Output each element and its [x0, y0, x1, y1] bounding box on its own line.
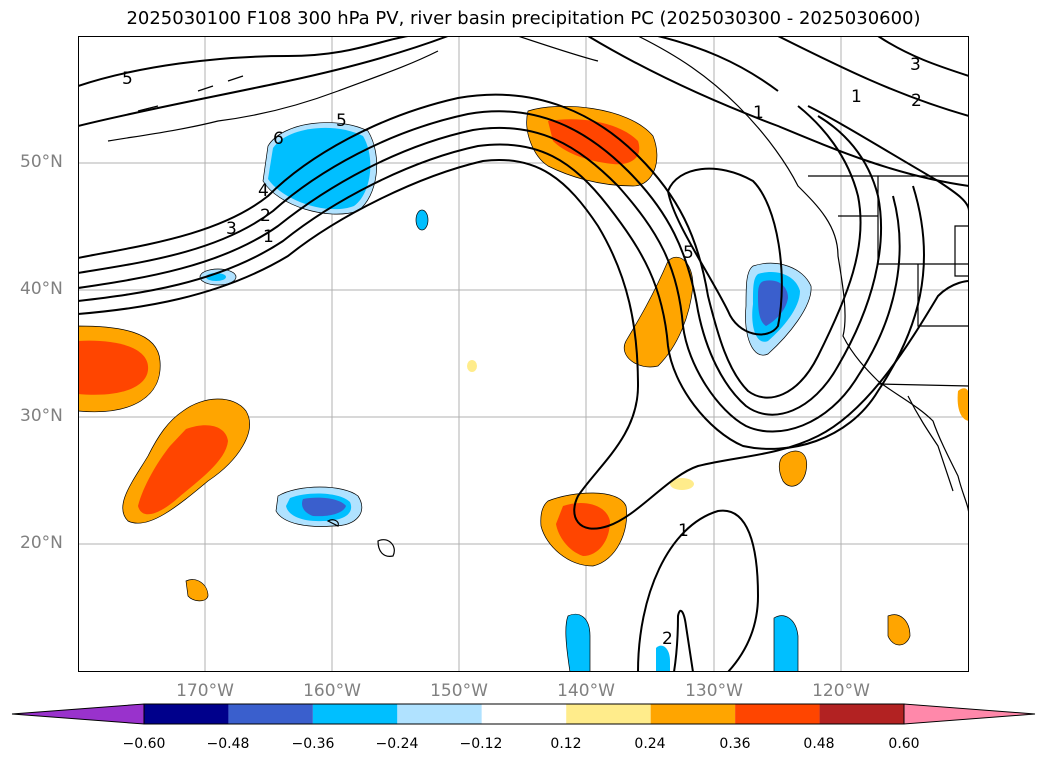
contour-label: 1	[678, 521, 689, 541]
colorbar-segment	[735, 704, 820, 724]
lon-label-130w: 130°W	[685, 681, 743, 701]
colorbar-tick: −0.36	[291, 736, 335, 752]
colorbar-tick: −0.48	[206, 736, 250, 752]
colorbar-tick: −0.24	[375, 736, 419, 752]
contour-label: 3	[226, 219, 237, 239]
contour-label: 1	[263, 227, 274, 247]
contour-label: 4	[258, 181, 269, 201]
lon-label-170w: 170°W	[176, 681, 234, 701]
colorbar-tick: 0.60	[888, 736, 920, 752]
colorbar-tick: 0.24	[634, 736, 666, 752]
map-title: 2025030100 F108 300 hPa PV, river basin …	[126, 8, 921, 29]
lat-label-20n: 20°N	[20, 533, 63, 553]
colorbar-tick: −0.12	[459, 736, 503, 752]
lat-label-30n: 30°N	[20, 406, 63, 426]
map-panel: 5 6 5 4 3 2 1 5 1 1 3 2 1 2	[78, 36, 969, 672]
colorbar	[11, 703, 1036, 725]
colorbar-segment	[566, 704, 651, 724]
contour-label: 5	[122, 69, 133, 89]
contour-label: 2	[911, 91, 922, 111]
colorbar-extend-high	[903, 703, 1036, 725]
lon-label-120w: 120°W	[812, 681, 870, 701]
lon-label-140w: 140°W	[557, 681, 615, 701]
contour-label: 6	[273, 129, 284, 149]
map-canvas: 5 6 5 4 3 2 1 5 1 1 3 2 1 2	[78, 36, 969, 672]
pv-contours	[78, 36, 969, 672]
colorbar-segment	[144, 704, 229, 724]
colorbar-segments	[11, 703, 1036, 725]
colorbar-frame	[143, 703, 905, 725]
colorbar-extend-low	[11, 703, 145, 725]
colorbar-segment	[228, 704, 313, 724]
colorbar-segment	[397, 704, 482, 724]
colorbar-tick: 0.12	[550, 736, 582, 752]
coastlines	[107, 36, 969, 557]
colorbar-tick: −0.60	[122, 736, 166, 752]
contour-label: 1	[753, 103, 764, 123]
lon-label-150w: 150°W	[430, 681, 488, 701]
contour-label: 2	[260, 206, 271, 226]
contour-label: 5	[683, 243, 694, 263]
lon-label-160w: 160°W	[303, 681, 361, 701]
contour-label-group: 5 6 5 4 3 2 1 5 1 1 3 2 1 2	[122, 55, 922, 649]
precip-shading	[78, 106, 969, 672]
colorbar-tick: 0.48	[803, 736, 835, 752]
contour-label: 1	[851, 87, 862, 107]
lat-label-40n: 40°N	[20, 279, 63, 299]
graticule	[78, 36, 969, 672]
colorbar-segment	[650, 704, 736, 724]
colorbar-segment	[312, 704, 398, 724]
colorbar-segment	[819, 704, 904, 724]
lat-label-50n: 50°N	[20, 152, 63, 172]
colorbar-segment	[481, 704, 567, 724]
contour-label: 5	[336, 111, 347, 131]
contour-label: 3	[910, 55, 921, 75]
colorbar-tick: 0.36	[719, 736, 751, 752]
contour-label: 2	[662, 629, 673, 649]
